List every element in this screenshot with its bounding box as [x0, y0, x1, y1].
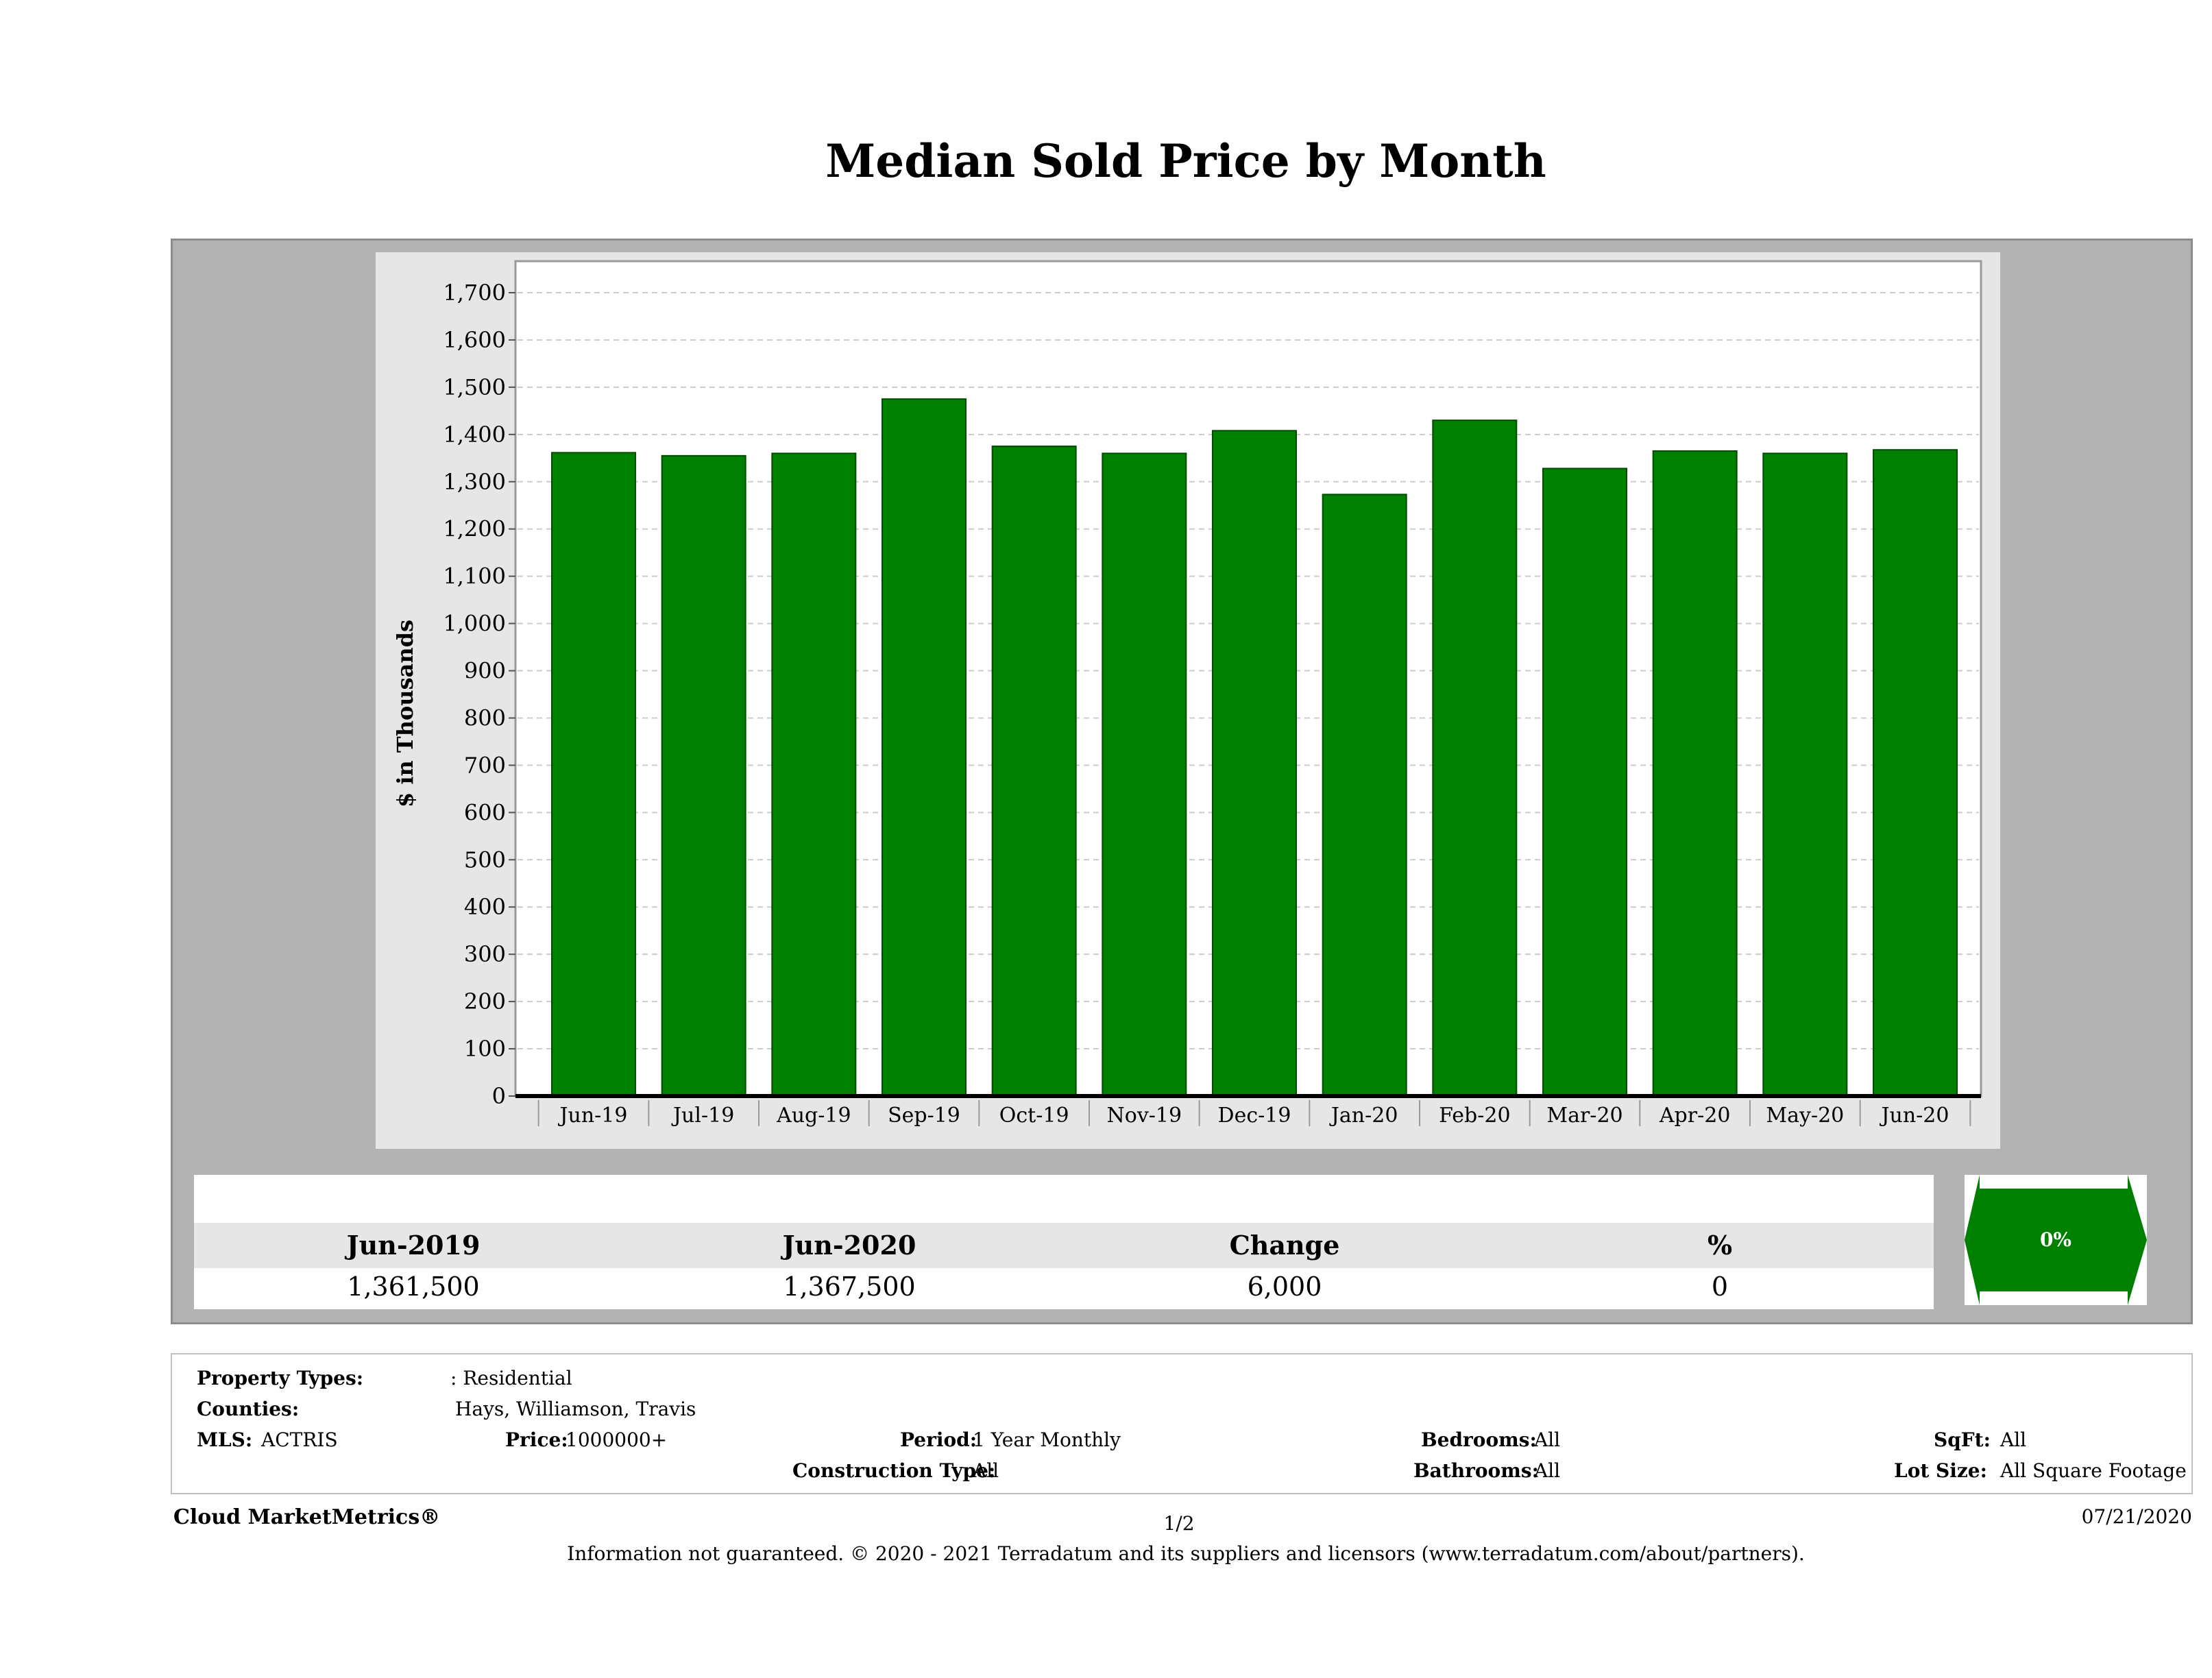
y-tick-label: 200	[464, 988, 506, 1014]
x-axis-ticks: Jun-19 Jul-19 Aug-19 Sep-19 Oct-19 Nov-19 Dec-…	[515, 1094, 1981, 1128]
bedrooms-label: Bedrooms:	[1421, 1428, 1537, 1451]
page-title: Median Sold Price by Month	[825, 134, 1546, 188]
y-tick-label: 400	[464, 894, 506, 920]
y-tick-label: 1,100	[443, 563, 506, 589]
y-tick-label: 1,600	[443, 327, 506, 353]
bar	[1212, 430, 1297, 1097]
period-label: Period:	[900, 1428, 977, 1451]
y-axis-ticks: 0 100 200 300 400 500 600 700 800 900 1,000 1,100 1,…	[443, 280, 515, 1109]
x-tick-label: Dec-19	[1218, 1104, 1291, 1128]
y-tick-label: 1,700	[443, 280, 506, 306]
counties-value: Hays, Williamson, Travis	[455, 1398, 696, 1420]
summary-value-change: 6,000	[1247, 1272, 1322, 1302]
summary-value-row	[194, 1268, 1934, 1309]
price-value: 1000000+	[566, 1428, 668, 1451]
bedrooms-value: All	[1534, 1428, 1561, 1451]
y-tick-label: 1,400	[443, 422, 506, 448]
y-tick-label: 0	[492, 1083, 506, 1109]
bathrooms-value: All	[1534, 1459, 1561, 1482]
chart-panel: 0 100 200 300 400 500 600 700 800 900 1,000 1,100 1,…	[171, 239, 2193, 1324]
mls-value: ACTRIS	[261, 1428, 338, 1451]
bar	[771, 452, 857, 1097]
bar	[1322, 494, 1407, 1097]
change-badge-label: 0%	[2040, 1228, 2071, 1251]
summary-value-percent: 0	[1711, 1272, 1729, 1302]
y-tick-label: 1,500	[443, 374, 506, 400]
x-tick-label: Apr-20	[1659, 1104, 1731, 1128]
lot-size-value: All Square Footage	[2000, 1459, 2187, 1482]
summary-value-start: 1,361,500	[347, 1272, 480, 1302]
summary-header-percent: %	[1707, 1230, 1733, 1261]
report-criteria: Property Types: : Residential Counties: …	[171, 1353, 2193, 1494]
bar	[551, 452, 636, 1097]
bar	[882, 398, 967, 1097]
x-tick-label: Jun-20	[1880, 1104, 1949, 1128]
sqft-label: SqFt:	[1934, 1428, 1991, 1451]
bar	[1873, 449, 1958, 1097]
summary-header-change: Change	[1229, 1230, 1340, 1261]
x-tick-label: Jul-19	[671, 1104, 734, 1128]
counties-label: Counties:	[197, 1398, 300, 1420]
bar	[1542, 467, 1627, 1097]
bar	[1652, 450, 1738, 1097]
report-date: 07/21/2020	[2081, 1505, 2192, 1528]
summary-header-start: Jun-2019	[346, 1230, 481, 1261]
y-tick-label: 800	[464, 705, 506, 731]
sqft-value: All	[2000, 1428, 2027, 1451]
property-types-label: Property Types:	[197, 1367, 364, 1389]
bar	[991, 446, 1077, 1097]
x-tick-label: Mar-20	[1546, 1104, 1622, 1128]
summary-blank-row	[194, 1175, 1934, 1223]
double-arrow-icon: 0%	[1965, 1175, 2147, 1305]
bar	[1432, 420, 1518, 1097]
x-tick-label: Jun-19	[558, 1104, 628, 1128]
summary-value-end: 1,367,500	[783, 1272, 916, 1302]
y-tick-label: 700	[464, 752, 506, 778]
bar	[1102, 452, 1187, 1097]
page-number: 1/2	[1163, 1512, 1195, 1535]
y-tick-label: 1,300	[443, 469, 506, 495]
lot-size-label: Lot Size:	[1894, 1459, 1987, 1482]
y-tick-label: 100	[464, 1036, 506, 1062]
x-tick-label: May-20	[1766, 1104, 1844, 1128]
disclaimer: Information not guaranteed. © 2020 - 202…	[567, 1542, 1805, 1565]
y-tick-label: 900	[464, 658, 506, 684]
x-tick-label: Nov-19	[1107, 1104, 1182, 1128]
x-tick-label: Aug-19	[776, 1104, 851, 1128]
bar	[661, 454, 746, 1097]
construction-type-label: Construction Type:	[792, 1459, 996, 1482]
x-tick-label: Feb-20	[1439, 1104, 1510, 1128]
y-tick-label: 1,000	[443, 611, 506, 637]
summary-header-row	[194, 1223, 1934, 1268]
price-label: Price:	[505, 1428, 568, 1451]
y-tick-label: 1,200	[443, 516, 506, 542]
x-tick-label: Sep-19	[888, 1104, 960, 1128]
y-tick-label: 500	[464, 847, 506, 873]
y-tick-label: 300	[464, 941, 506, 967]
mls-label: MLS:	[197, 1428, 253, 1451]
y-tick-label: 600	[464, 799, 506, 825]
property-types-value: : Residential	[450, 1367, 572, 1389]
period-value: 1 Year Monthly	[973, 1428, 1121, 1451]
construction-type-value: All	[973, 1459, 999, 1482]
bar-chart: 0 100 200 300 400 500 600 700 800 900 1,000 1,100 1,…	[376, 252, 2000, 1149]
x-tick-label: Oct-19	[999, 1104, 1069, 1128]
y-axis-label: $ in Thousands	[392, 620, 418, 807]
x-tick-label: Jan-20	[1329, 1104, 1398, 1128]
brand-name: Cloud MarketMetrics®	[173, 1505, 441, 1529]
bar	[1762, 452, 1848, 1097]
summary-header-end: Jun-2020	[782, 1230, 916, 1261]
change-badge: 0%	[1965, 1175, 2147, 1305]
bathrooms-label: Bathrooms:	[1413, 1459, 1539, 1482]
